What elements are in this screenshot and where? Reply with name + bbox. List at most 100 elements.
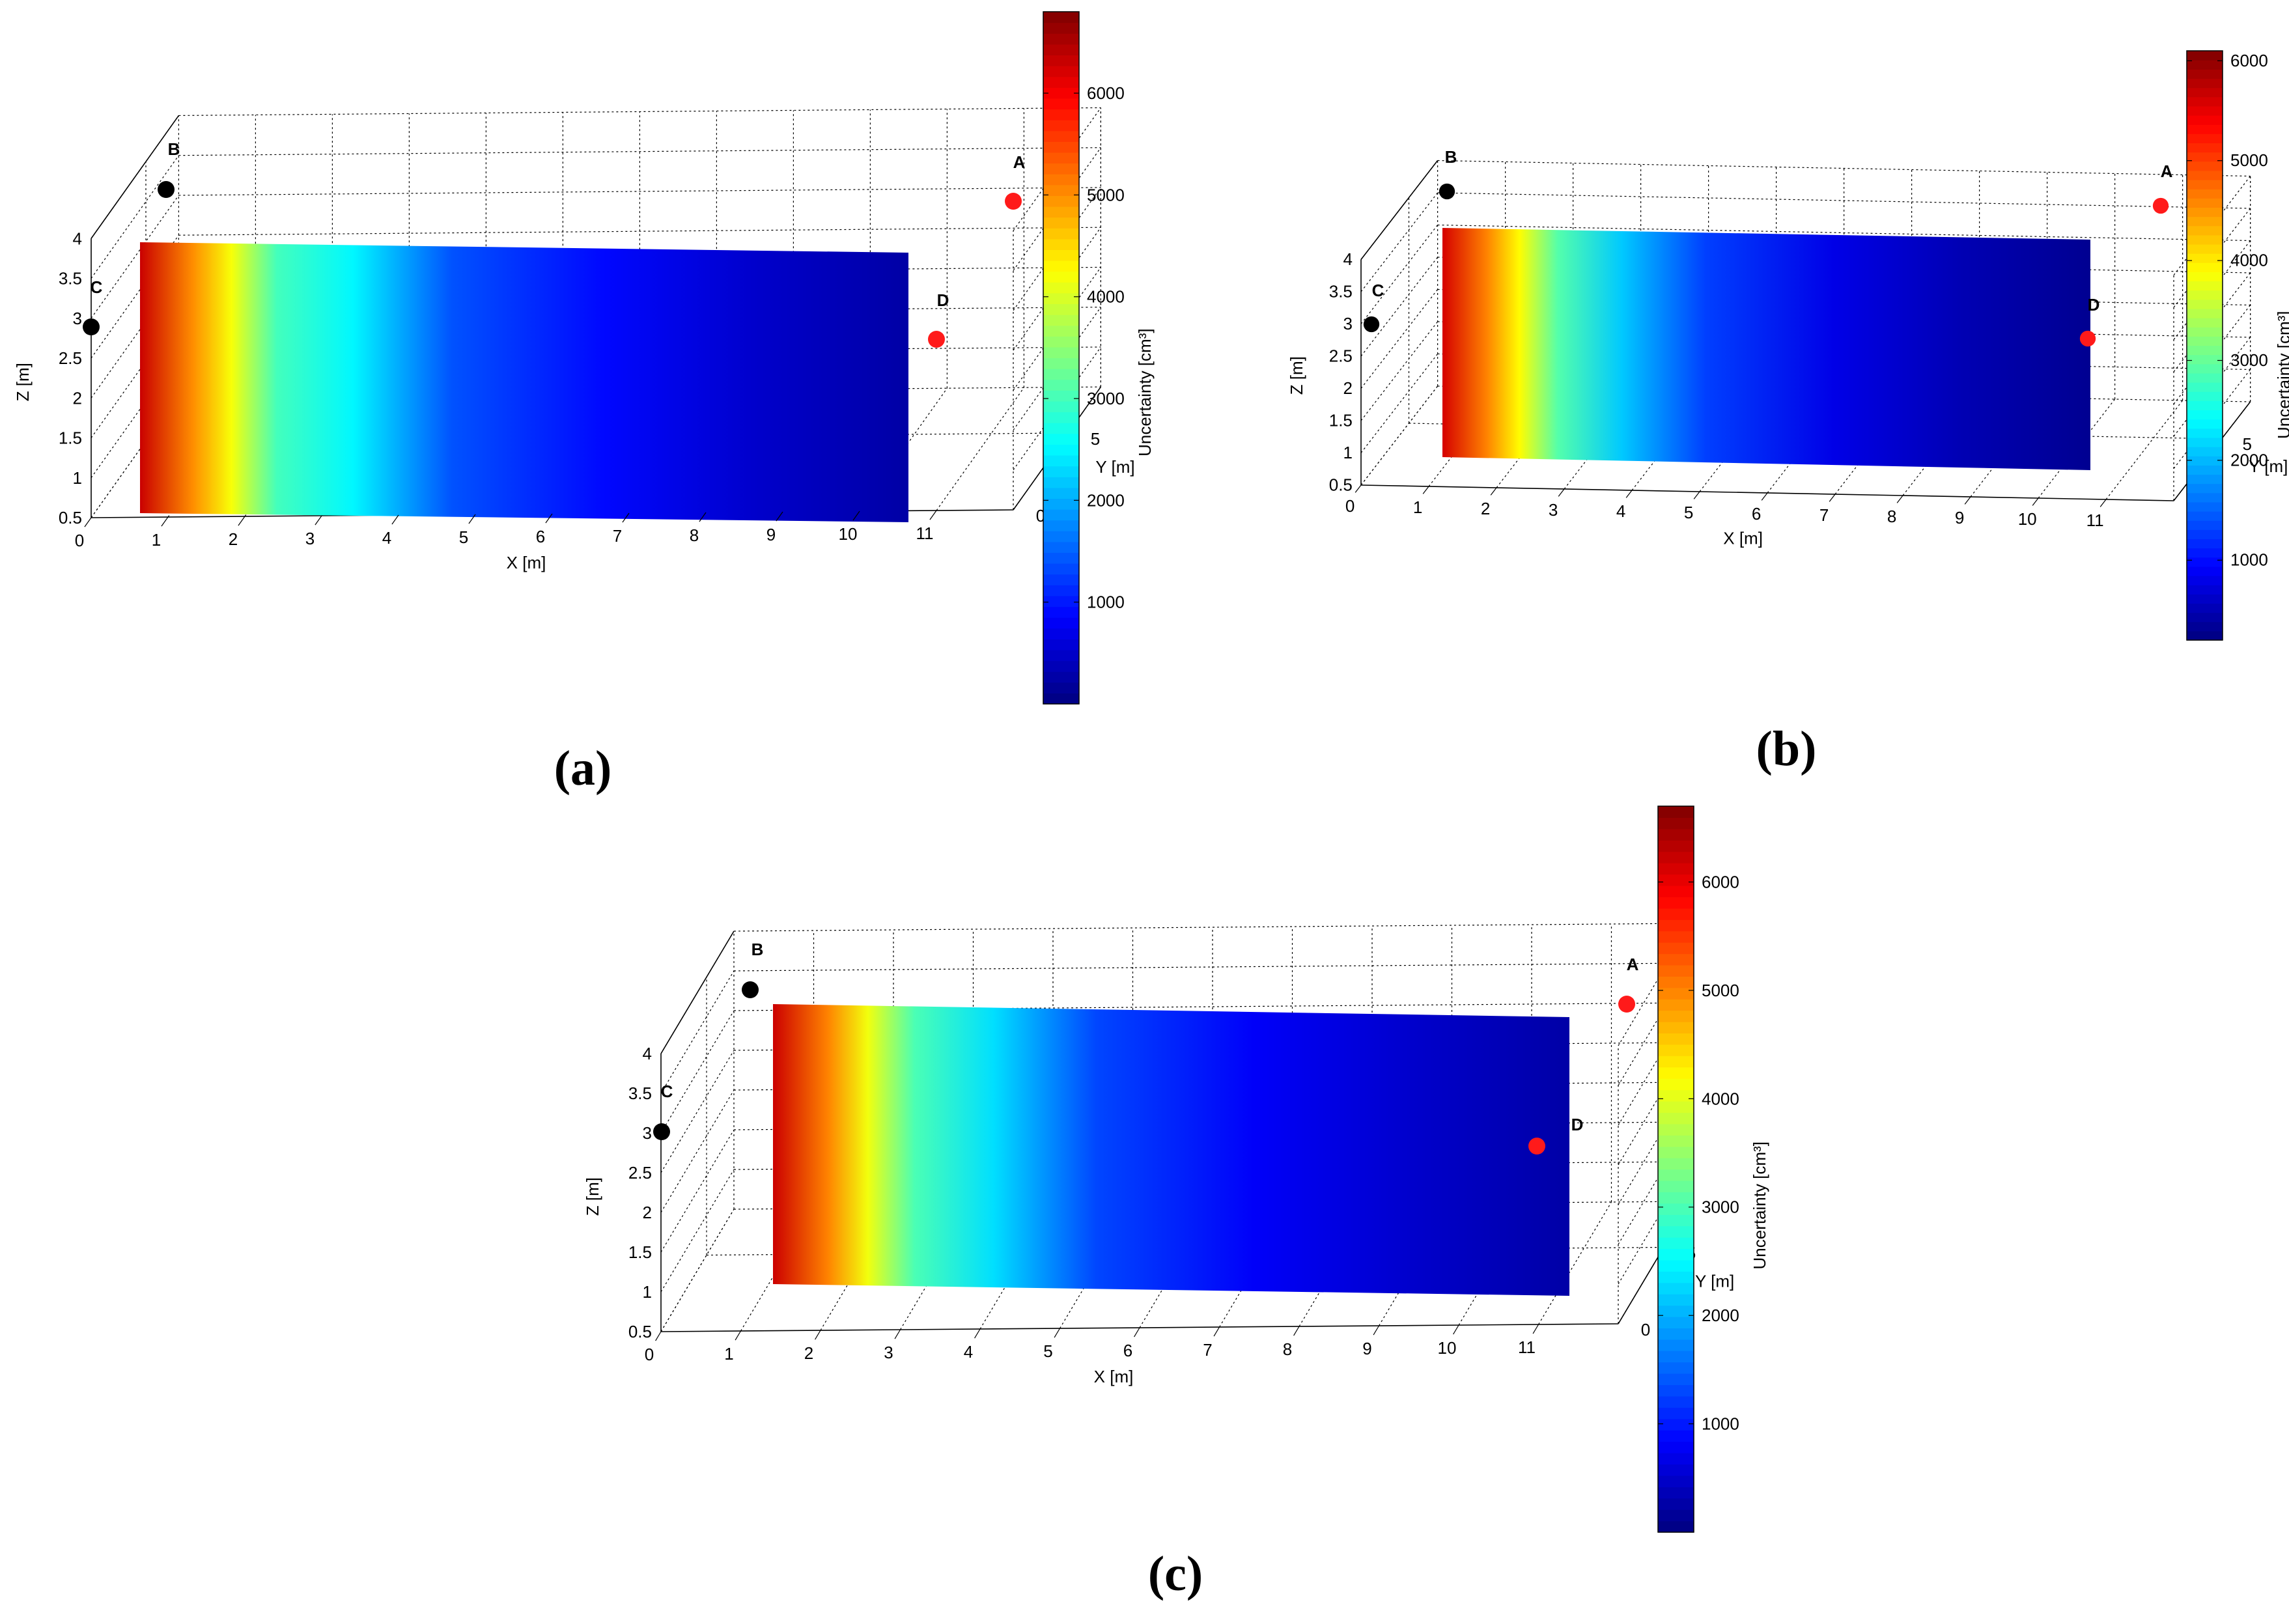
marker-points: A B C D — [1363, 147, 2173, 347]
point-a-marker — [2152, 197, 2169, 214]
point-b-label: B — [751, 940, 764, 959]
point-d-marker — [1528, 1138, 1545, 1155]
point-d-label: D — [2088, 295, 2100, 315]
y-axis-label: Y [m] — [2249, 456, 2288, 476]
colorbar-tick-label: 2000 — [1702, 1306, 1739, 1325]
x-tick-label: 9 — [1362, 1339, 1371, 1358]
marker-points: A B C D — [653, 940, 1639, 1155]
x-tick-label: 3 — [305, 529, 315, 548]
z-tick-label: 3.5 — [628, 1084, 652, 1103]
point-a-marker — [1005, 193, 1022, 210]
y-tick-label: 5 — [1091, 429, 1100, 449]
x-tick-label: 4 — [1616, 501, 1625, 521]
colorbar-tick-label: 1000 — [1087, 593, 1125, 612]
z-axis-label: Z [m] — [1287, 356, 1306, 395]
colorbar-tick-label: 2000 — [1087, 490, 1125, 510]
z-tick-label: 2 — [643, 1203, 652, 1222]
colorbar-tick-label: 4000 — [1702, 1089, 1739, 1108]
x-tick-label: 0 — [1345, 496, 1355, 516]
x-tick-label: 5 — [459, 527, 468, 547]
x-tick-label: 0 — [645, 1345, 654, 1364]
z-tick-label: 3 — [73, 309, 82, 328]
x-axis-label: X [m] — [1094, 1367, 1134, 1386]
point-a-label: A — [1627, 955, 1639, 974]
x-tick-label: 4 — [382, 528, 391, 548]
colorbar-tick-label: 2000 — [2230, 450, 2268, 469]
point-b-marker — [742, 981, 759, 998]
z-tick-label: 4 — [73, 229, 82, 248]
x-tick-label: 11 — [2086, 511, 2104, 530]
x-tick-label: 3 — [1549, 500, 1558, 520]
point-b-marker — [158, 181, 175, 198]
x-tick-label: 6 — [536, 527, 545, 546]
x-tick-label: 4 — [964, 1342, 973, 1362]
colorbar-tick-label: 1000 — [1702, 1414, 1739, 1434]
x-tick-label: 10 — [839, 524, 858, 544]
z-tick-label: 1 — [643, 1282, 652, 1302]
colorbar-label: Uncertainty [cm³] — [2274, 311, 2289, 440]
x-tick-label: 1 — [152, 530, 161, 550]
y-tick-label: 0 — [1641, 1320, 1650, 1339]
marker-points: A B C D — [83, 139, 1026, 348]
x-tick-label: 5 — [1043, 1341, 1052, 1361]
z-tick-label: 0.5 — [628, 1322, 652, 1341]
panel-caption: (c) — [1148, 1547, 1203, 1601]
point-d-label: D — [1571, 1115, 1584, 1134]
y-axis-label: Y [m] — [1095, 457, 1134, 477]
x-tick-label: 6 — [1123, 1341, 1132, 1360]
colorbar-tick-label: 3000 — [1087, 389, 1125, 408]
colorbar-tick-label: 3000 — [1702, 1197, 1739, 1217]
x-axis-label: X [m] — [507, 553, 546, 572]
x-tick-label: 7 — [613, 526, 622, 546]
z-tick-label: 2.5 — [628, 1163, 652, 1183]
colorbar-tick-label: 6000 — [2230, 51, 2268, 70]
z-tick-label: 2.5 — [1329, 346, 1353, 365]
x-tick-label: 6 — [1752, 504, 1761, 524]
point-d-label: D — [937, 290, 949, 310]
x-tick-label: 11 — [1518, 1337, 1536, 1357]
uncertainty-surface — [140, 242, 908, 522]
colorbar-tick-label: 5000 — [1087, 185, 1125, 204]
z-tick-label: 3.5 — [59, 269, 82, 288]
x-tick-label: 2 — [804, 1343, 813, 1363]
x-tick-label: 7 — [1819, 505, 1829, 525]
colorbar-tick-label: 6000 — [1702, 872, 1739, 891]
colorbar: 1000 2000 3000 4000 5000 6000 Uncertainty [cm³… — [1657, 805, 1769, 1533]
colorbar-tick-label: 4000 — [2230, 251, 2268, 270]
point-c-label: C — [1372, 281, 1384, 300]
uncertainty-surface — [773, 1004, 1569, 1296]
x-axis-label: X [m] — [1723, 529, 1763, 548]
z-tick-label: 1 — [73, 468, 82, 488]
point-a-marker — [1618, 996, 1635, 1013]
y-axis-label: Y [m] — [1695, 1272, 1734, 1291]
z-tick-label: 4 — [643, 1044, 652, 1063]
x-tick-label: 10 — [2018, 509, 2037, 529]
point-b-label: B — [1445, 147, 1457, 167]
colorbar: 1000 2000 3000 4000 5000 6000 Uncertainty [cm³… — [1043, 11, 1155, 705]
z-axis-label: Z [m] — [13, 363, 33, 401]
colorbar-tick-label: 5000 — [1702, 981, 1739, 1000]
colorbar-tick-label: 5000 — [2230, 150, 2268, 170]
x-tick-label: 2 — [1481, 499, 1490, 518]
x-tick-label: 2 — [229, 529, 238, 549]
panel-caption: (a) — [554, 741, 612, 796]
z-tick-label: 0.5 — [59, 508, 82, 527]
x-tick-label: 7 — [1203, 1340, 1212, 1360]
colorbar-tick-label: 3000 — [2230, 350, 2268, 370]
z-tick-label: 0.5 — [1329, 475, 1353, 494]
z-tick-label: 2.5 — [59, 348, 82, 368]
point-d-marker — [2079, 330, 2096, 347]
point-c-label: C — [91, 277, 103, 297]
x-tick-label: 9 — [1955, 508, 1964, 527]
colorbar-label: Uncertainty [cm³] — [1135, 328, 1155, 456]
point-b-label: B — [168, 139, 180, 159]
x-tick-label: 0 — [75, 531, 84, 550]
z-tick-label: 3 — [643, 1123, 652, 1143]
z-axis-label: Z [m] — [583, 1177, 602, 1216]
point-c-marker — [653, 1123, 670, 1140]
colorbar-tick-label: 1000 — [2230, 550, 2268, 570]
